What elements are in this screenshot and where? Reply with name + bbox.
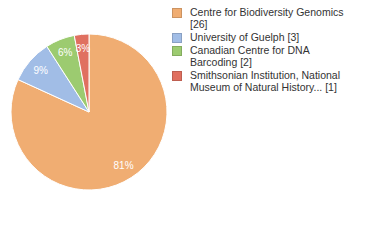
svg-text:9%: 9% [33,65,48,76]
svg-text:3%: 3% [76,43,91,54]
svg-text:6%: 6% [58,47,73,58]
html-text:University of Guelph [3]: University of Guelph [3] [190,31,300,43]
html-text:Smithsonian Institution, Natio: Smithsonian Institution, National Museum… [190,69,340,93]
html-text:Canadian Centre for DNA Barcod: Canadian Centre for DNA Barcoding [2] [190,44,310,68]
svg-text:81%: 81% [114,160,134,171]
html-text:Centre for Biodiversity Genomi: Centre for Biodiversity Genomics [26] [190,6,344,30]
